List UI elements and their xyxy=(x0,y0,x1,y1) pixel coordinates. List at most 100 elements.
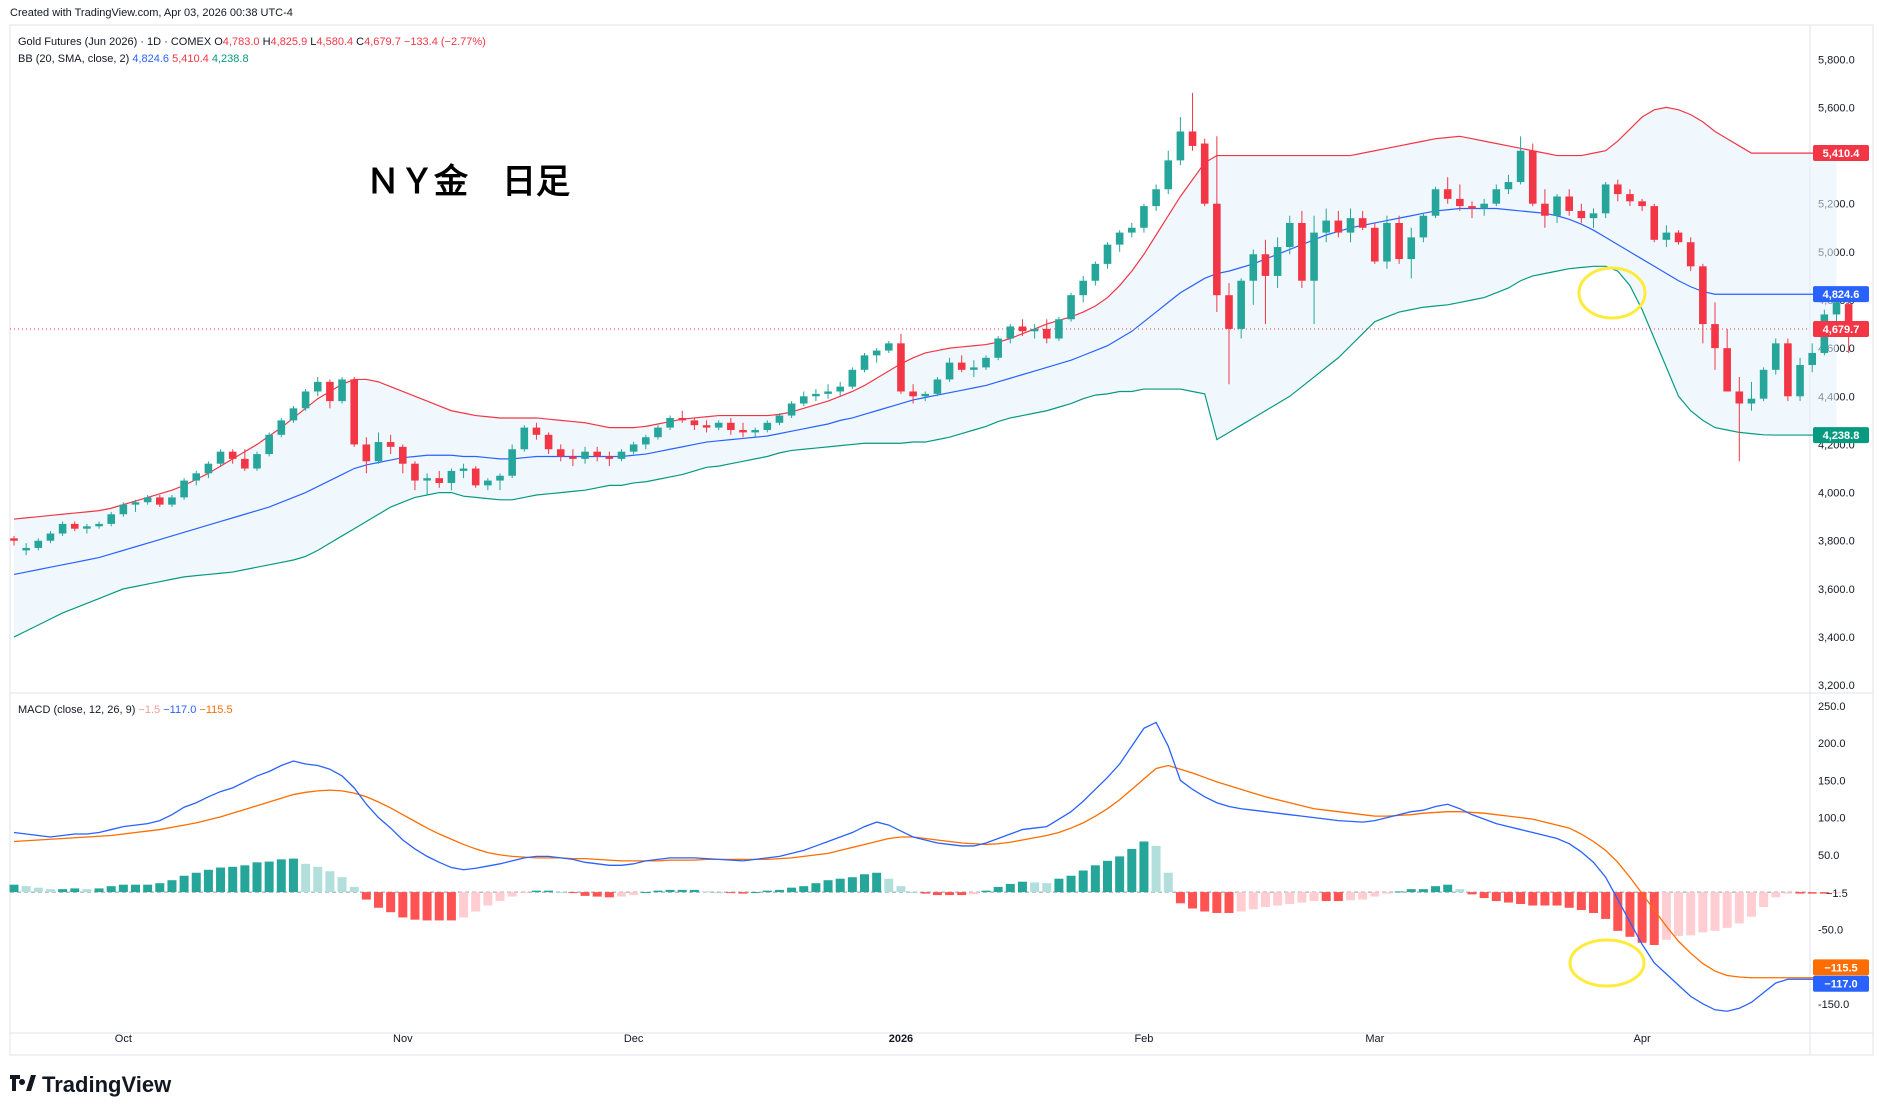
macd-hist-bar xyxy=(1236,892,1246,912)
candle-body xyxy=(22,547,30,551)
candle-body xyxy=(1225,295,1233,329)
candle-body xyxy=(1200,143,1209,204)
legend-o-label: O xyxy=(214,36,223,48)
macd-hist-bar xyxy=(1479,892,1489,899)
candle-body xyxy=(799,396,808,404)
macd-hist-bar xyxy=(216,867,226,893)
macd-hist-bar xyxy=(1564,892,1574,908)
legend-o-value: 4,783.0 xyxy=(223,36,263,48)
candle-body xyxy=(508,449,516,476)
macd-hist-bar xyxy=(1686,892,1696,936)
candle-body xyxy=(1079,280,1087,296)
candle-body xyxy=(544,434,553,450)
tradingview-logo[interactable]: TradingView xyxy=(10,1072,171,1098)
candle-body xyxy=(95,523,103,527)
macd-hist-bar xyxy=(1540,892,1550,906)
macd-hist-bar xyxy=(374,892,383,908)
candle-body xyxy=(1140,206,1148,228)
macd-hist-bar xyxy=(276,859,286,893)
candle-body xyxy=(763,422,772,430)
candle-body xyxy=(666,417,674,428)
candle-body xyxy=(46,533,55,541)
candle-body xyxy=(860,355,869,370)
badge-bb-upper: 5,410.4 xyxy=(1813,145,1869,162)
candle-body xyxy=(1516,150,1525,183)
candle-body xyxy=(642,437,650,445)
candle-body xyxy=(1553,196,1561,216)
tradingview-wordmark: TradingView xyxy=(42,1072,172,1097)
macd-hist-bar xyxy=(1066,875,1076,893)
candle-body xyxy=(702,425,711,428)
candle-body xyxy=(1480,203,1488,209)
candle-body xyxy=(1298,222,1306,281)
legend-h-label: H xyxy=(263,36,271,48)
macd-hist-bar xyxy=(1054,878,1064,893)
candle-body xyxy=(253,454,261,469)
badge-last-price-text: 4,679.7 xyxy=(1823,324,1860,336)
macd-hist-bar xyxy=(556,892,566,894)
candle-body xyxy=(1395,222,1403,260)
macd-hist-bar xyxy=(1807,892,1817,894)
candle-body xyxy=(885,343,893,351)
macd-hist-bar xyxy=(94,888,104,893)
macd-hist-bar xyxy=(884,878,894,893)
candle-body xyxy=(654,427,662,438)
candle-body xyxy=(1152,189,1160,207)
candle-body xyxy=(107,514,115,524)
candle-body xyxy=(1358,218,1367,228)
macd-hist-bar xyxy=(203,869,213,893)
macd-hist-bar xyxy=(932,892,942,896)
candle-body xyxy=(180,480,188,498)
candle-body xyxy=(1419,215,1428,238)
macd-hist-bar xyxy=(301,863,311,893)
candle-body xyxy=(447,470,456,483)
macd-hist-bar xyxy=(1297,892,1307,903)
macd-tick-label: 50.0 xyxy=(1818,850,1839,862)
macd-hist-bar xyxy=(1285,892,1295,905)
macd-hist-bar xyxy=(1467,892,1477,895)
candle-body xyxy=(192,473,201,481)
bb-lower-line xyxy=(13,265,1837,638)
candle-body xyxy=(1796,365,1804,397)
candle-body xyxy=(872,350,881,356)
price-tick-label: 5,800.0 xyxy=(1818,54,1855,66)
macd-hist-bar xyxy=(446,892,456,921)
badge-bb-lower-text: 4,238.8 xyxy=(1823,430,1860,442)
macd-hist-bar xyxy=(422,892,432,921)
macd-hist-bar xyxy=(1746,892,1756,917)
candle-body xyxy=(921,393,930,397)
candle-body xyxy=(1784,343,1792,397)
macd-hist-bar xyxy=(386,892,396,913)
candle-body xyxy=(520,427,529,450)
macd-hist-bar xyxy=(1649,892,1659,945)
macd-hist-bar xyxy=(361,892,371,900)
macd-hist-bar xyxy=(617,892,626,897)
candle-body xyxy=(338,379,346,402)
candle-body xyxy=(982,357,990,368)
candle-body xyxy=(581,451,589,459)
macd-hist-bar xyxy=(787,887,797,893)
macd-hist-bar xyxy=(118,884,128,893)
candle-body xyxy=(156,497,164,505)
macd-hist-bar xyxy=(969,892,979,895)
candle-body xyxy=(58,523,67,534)
macd-hist-bar xyxy=(228,866,238,893)
macd-hist-bar xyxy=(1491,892,1501,902)
macd-hist-bar xyxy=(1771,892,1781,898)
candle-body xyxy=(313,381,322,392)
legend-symbol: Gold Futures (Jun 2026) · 1D · COMEX xyxy=(18,36,214,48)
macd-signal-line xyxy=(13,764,1837,979)
candle-body xyxy=(1346,218,1355,233)
candle-body xyxy=(350,379,358,445)
macd-hist-bar xyxy=(872,872,882,893)
legend-macd-signal: −115.5 xyxy=(199,704,232,716)
legend-ohlc: Gold Futures (Jun 2026) · 1D · COMEX O4,… xyxy=(18,36,486,48)
candle-body xyxy=(143,497,152,503)
macd-hist-bar xyxy=(1394,891,1404,893)
macd-hist-bar xyxy=(288,858,298,893)
candle-body xyxy=(1638,201,1646,207)
badge-macd-signal-text: −115.5 xyxy=(1824,962,1857,974)
candle-body xyxy=(1407,237,1416,260)
macd-hist-bar xyxy=(1698,892,1708,933)
